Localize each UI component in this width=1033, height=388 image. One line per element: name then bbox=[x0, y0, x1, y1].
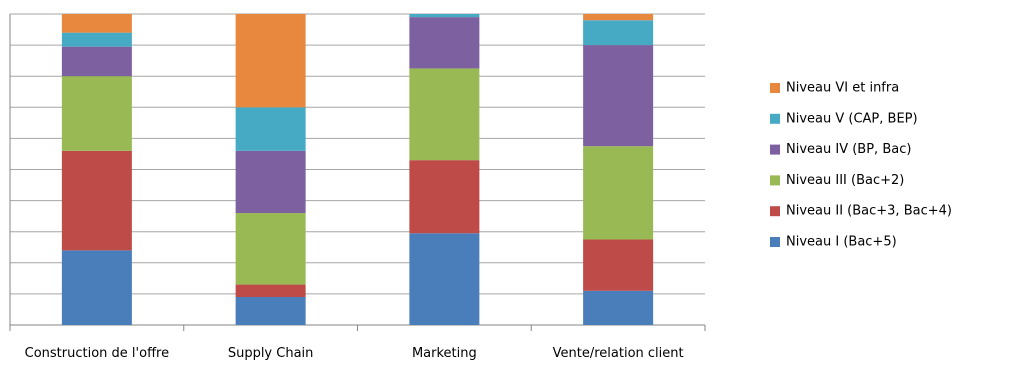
x-tick-label: Marketing bbox=[411, 346, 477, 361]
bar-segment bbox=[235, 150, 306, 214]
bar-segment bbox=[235, 213, 306, 285]
bar-segment bbox=[409, 160, 480, 234]
bar-segment bbox=[235, 14, 306, 108]
legend-swatch bbox=[770, 144, 780, 155]
legend-swatch bbox=[770, 83, 780, 93]
legend-swatch bbox=[770, 175, 780, 186]
bar-segment bbox=[61, 14, 132, 33]
legend-swatch bbox=[770, 113, 780, 124]
bar-segment bbox=[61, 76, 132, 151]
legend-label: Niveau I (Bac+5) bbox=[786, 235, 897, 250]
bar-segment bbox=[61, 46, 132, 77]
bar-segment bbox=[583, 20, 654, 46]
legend-label: Niveau IV (BP, Bac) bbox=[786, 142, 911, 157]
bar-segment bbox=[61, 150, 132, 251]
bar-segment bbox=[409, 68, 480, 161]
legend-swatch bbox=[770, 206, 780, 217]
legend-label: Niveau V (CAP, BEP) bbox=[786, 111, 918, 126]
x-tick-label: Construction de l'offre bbox=[24, 346, 170, 361]
legend-label: Niveau III (Bac+2) bbox=[786, 173, 904, 188]
bar-segment bbox=[61, 32, 132, 47]
legend-swatch bbox=[770, 237, 780, 247]
bar-segment bbox=[409, 233, 480, 325]
bar-segment bbox=[583, 45, 654, 147]
bar-segment bbox=[235, 107, 306, 151]
bar-segment bbox=[409, 17, 480, 69]
legend-label: Niveau VI et infra bbox=[786, 81, 899, 96]
bar-segment bbox=[235, 284, 306, 298]
x-tick-label: Vente/relation client bbox=[552, 346, 684, 361]
bar-segment bbox=[583, 14, 654, 21]
bar-segment bbox=[583, 239, 654, 291]
x-tick-label: Supply Chain bbox=[227, 346, 314, 361]
bar-segment bbox=[583, 290, 654, 325]
bar-segment bbox=[235, 297, 306, 325]
bar-segment bbox=[409, 14, 480, 18]
bar-segment bbox=[61, 250, 132, 325]
bar-segment bbox=[583, 146, 654, 240]
legend-label: Niveau II (Bac+3, Bac+4) bbox=[786, 204, 952, 219]
